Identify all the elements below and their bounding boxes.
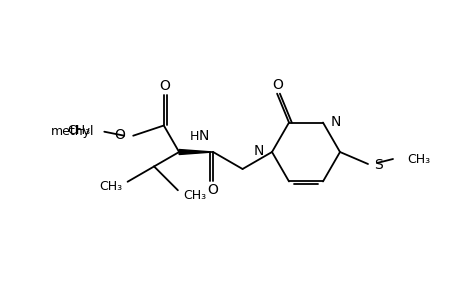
Text: N: N <box>253 144 263 158</box>
Text: CH₃: CH₃ <box>67 124 90 137</box>
Text: O: O <box>207 183 218 197</box>
Text: N: N <box>198 129 209 143</box>
Text: O: O <box>114 128 125 142</box>
Text: O: O <box>159 79 170 93</box>
Text: CH₃: CH₃ <box>406 152 429 166</box>
Text: O: O <box>272 78 283 92</box>
Text: N: N <box>330 115 341 129</box>
Text: S: S <box>373 158 382 172</box>
Text: methyl: methyl <box>50 125 94 138</box>
Text: CH₃: CH₃ <box>183 189 206 202</box>
Text: H: H <box>189 130 198 142</box>
Text: CH₃: CH₃ <box>99 180 122 193</box>
Polygon shape <box>179 149 213 154</box>
